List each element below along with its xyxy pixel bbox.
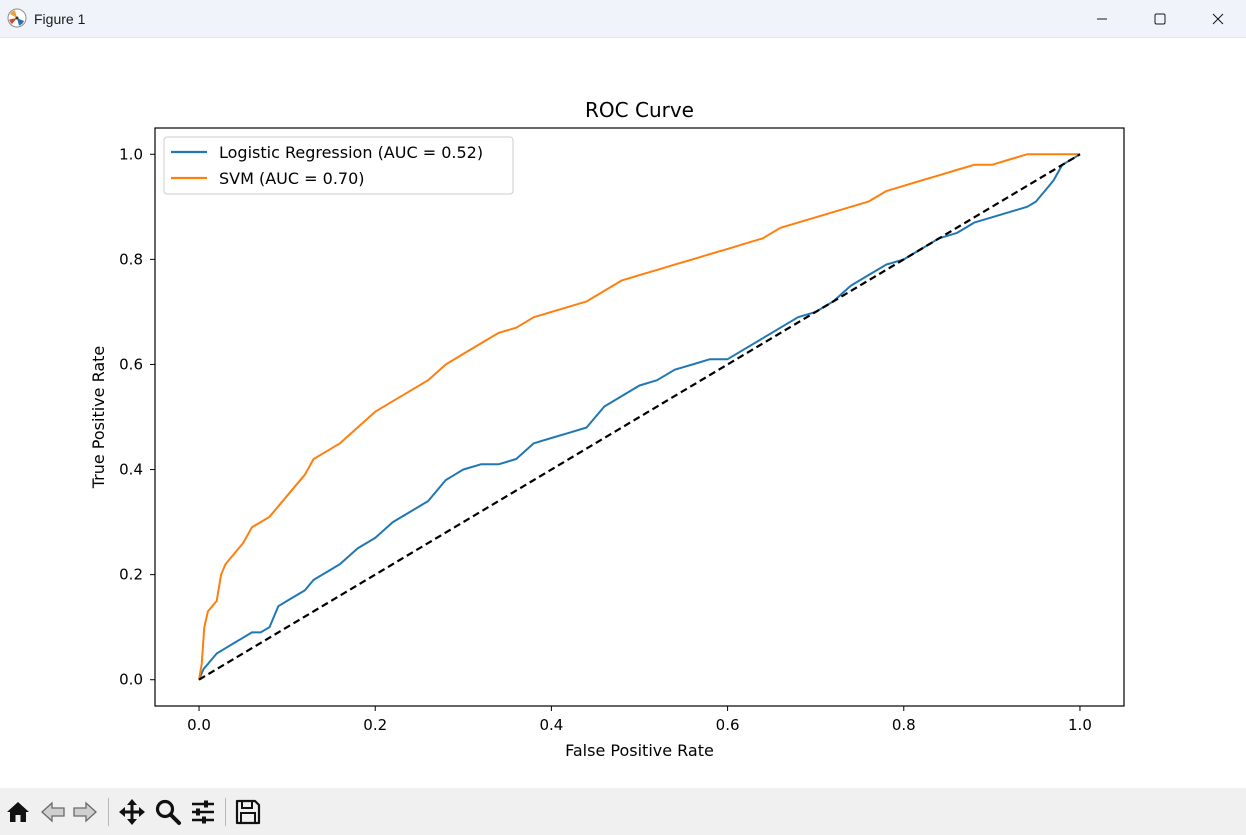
forward-button[interactable]: [69, 796, 101, 828]
x-axis-label: False Positive Rate: [565, 741, 714, 760]
x-tick-label: 0.6: [716, 716, 740, 734]
y-tick-label: 0.6: [119, 355, 143, 373]
y-axis-label: True Positive Rate: [89, 346, 108, 490]
axes-frame: [154, 127, 1125, 707]
pan-button[interactable]: [116, 796, 148, 828]
series-line-svm: [198, 153, 1080, 680]
navigation-toolbar: [0, 788, 1246, 835]
y-tick-label: 0.8: [119, 250, 143, 268]
y-tick-label: 0.4: [119, 461, 143, 479]
legend-box: [163, 136, 514, 195]
home-icon: [7, 802, 29, 822]
zoom-button[interactable]: [152, 796, 184, 828]
minimize-icon: [1097, 18, 1107, 20]
matplotlib-logo-icon: [7, 8, 27, 28]
configure-subplots-button[interactable]: [187, 796, 219, 828]
x-tick-label: 0.4: [539, 716, 563, 734]
back-button[interactable]: [37, 796, 69, 828]
x-tick-label: 0.2: [363, 716, 387, 734]
configure-icon: [192, 800, 214, 824]
window-title: Figure 1: [34, 11, 86, 27]
legend-label-svm: SVM (AUC = 0.70): [219, 169, 365, 188]
y-tick-label: 0.0: [119, 671, 143, 689]
forward-icon: [73, 801, 97, 823]
toolbar-separator: [108, 798, 109, 826]
plot-area: [198, 153, 1081, 681]
roc-chart: ROC Curve 0.0 0.2 0.4 0.6 0.8 1.0 0.0 0.2 0.4 0.6…: [89, 98, 1125, 760]
home-button[interactable]: [2, 796, 34, 828]
legend-label-logistic-regression: Logistic Regression (AUC = 0.52): [219, 143, 483, 162]
back-icon: [41, 801, 65, 823]
x-tick-label: 0.0: [187, 716, 211, 734]
zoom-icon: [155, 799, 181, 825]
close-button[interactable]: [1189, 0, 1246, 38]
save-icon: [235, 799, 261, 825]
chance-diagonal-line: [198, 153, 1081, 681]
maximize-button[interactable]: [1131, 0, 1189, 38]
legend: Logistic Regression (AUC = 0.52) SVM (AU…: [163, 136, 514, 195]
figure-canvas[interactable]: ROC Curve 0.0 0.2 0.4 0.6 0.8 1.0 0.0 0.2 0.4 0.6…: [0, 38, 1246, 788]
axis-ticks: 0.0 0.2 0.4 0.6 0.8 1.0 0.0 0.2 0.4 0.6 0.8 1.0: [119, 145, 1092, 734]
y-tick-label: 1.0: [119, 145, 143, 163]
chart-title: ROC Curve: [585, 98, 694, 122]
pan-icon: [119, 799, 145, 825]
close-icon: [1212, 13, 1224, 25]
window-titlebar: Figure 1: [0, 0, 1246, 38]
x-tick-label: 1.0: [1068, 716, 1092, 734]
toolbar-separator: [225, 798, 226, 826]
maximize-icon: [1154, 13, 1166, 25]
y-tick-label: 0.2: [119, 566, 143, 584]
minimize-button[interactable]: [1073, 0, 1131, 38]
x-tick-label: 0.8: [892, 716, 916, 734]
save-button[interactable]: [232, 796, 264, 828]
